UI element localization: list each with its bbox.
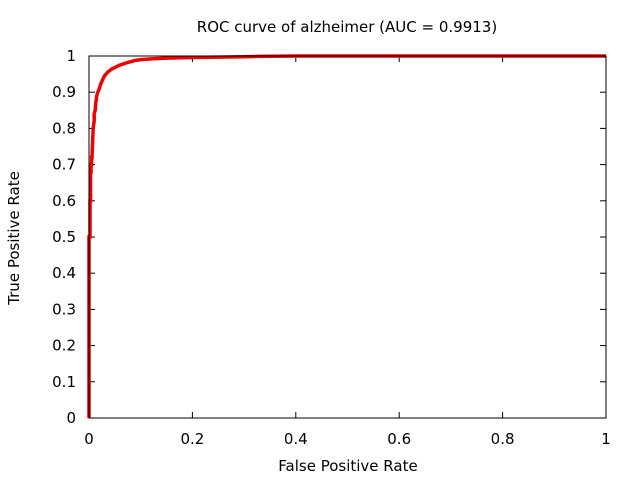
y-tick-label: 0.5 (52, 228, 76, 246)
roc-curve-line (87, 54, 606, 418)
x-tick-label: 1 (601, 430, 611, 448)
chart-title: ROC curve of alzheimer (AUC = 0.9913) (197, 18, 497, 36)
y-tick-label: 0.7 (52, 156, 76, 174)
x-axis-label: False Positive Rate (278, 457, 417, 475)
y-tick-label: 0 (66, 409, 76, 427)
x-tick-label: 0.8 (491, 430, 515, 448)
tick-labels: 0 0.2 0.4 0.6 0.8 1 0 0.1 0.2 0.3 0.4 0.5 0.6 0.7 0.8 0… (52, 47, 611, 448)
y-tick-label: 0.8 (52, 119, 76, 137)
x-tick-label: 0.6 (387, 430, 411, 448)
y-tick-label: 0.3 (52, 300, 76, 318)
x-tick-label: 0.2 (180, 430, 204, 448)
x-tick-label: 0 (84, 430, 94, 448)
y-axis-label: True Positive Rate (5, 171, 23, 306)
y-tick-label: 0.1 (52, 373, 76, 391)
y-tick-label: 0.6 (52, 192, 76, 210)
y-tick-label: 0.9 (52, 83, 76, 101)
series-layer (87, 54, 606, 418)
axis-ticks (89, 56, 606, 418)
plot-frame (88, 55, 607, 419)
y-tick-label: 0.4 (52, 264, 76, 282)
y-tick-label: 1 (66, 47, 76, 65)
x-tick-label: 0.4 (284, 430, 308, 448)
y-tick-label: 0.2 (52, 337, 76, 355)
